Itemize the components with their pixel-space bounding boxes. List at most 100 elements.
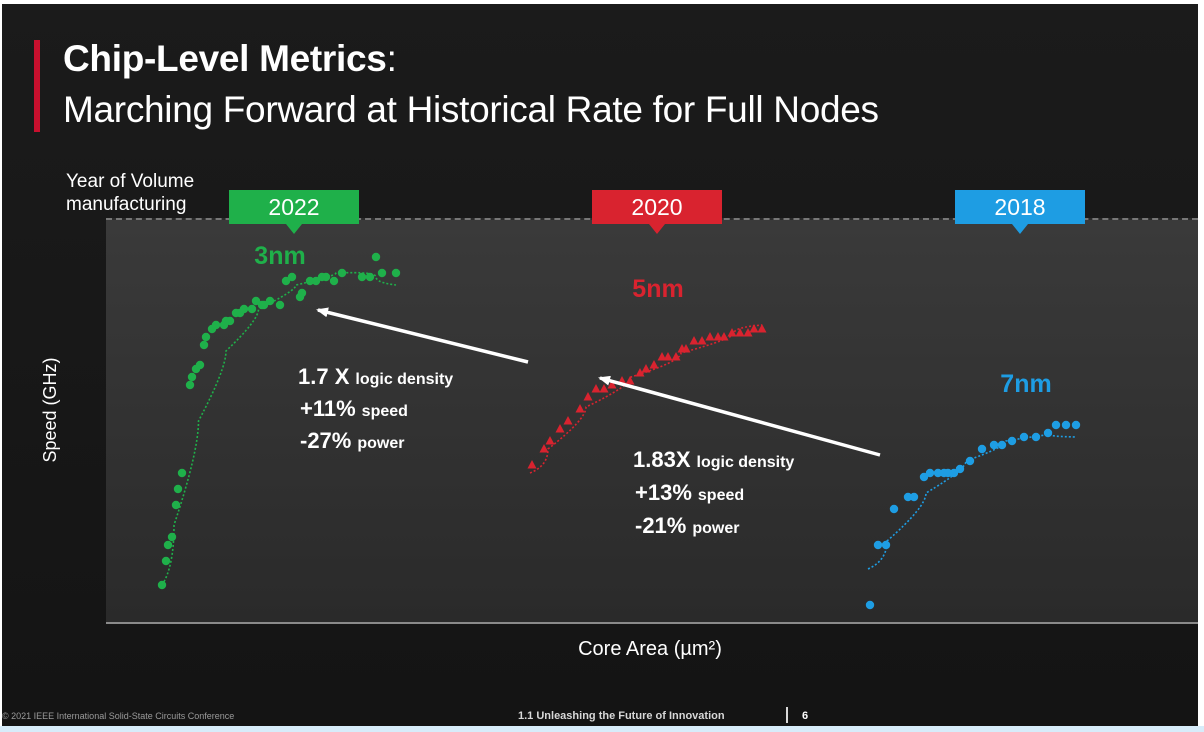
point-3nm xyxy=(371,252,381,262)
point-3nm xyxy=(311,276,321,286)
point-5nm xyxy=(689,336,699,345)
arrow-7nm-to-5nm xyxy=(598,375,881,457)
point-7nm xyxy=(865,600,875,610)
point-7nm xyxy=(1071,420,1081,430)
node-label-3nm: 3nm xyxy=(254,242,305,270)
node-label-5nm: 5nm xyxy=(632,275,683,303)
annotation-speed: +13% speed xyxy=(635,480,744,505)
point-7nm xyxy=(977,444,987,454)
year-tag-label-2020: 2020 xyxy=(631,194,682,220)
point-5nm xyxy=(555,424,565,433)
point-5nm xyxy=(735,328,745,337)
year-tag-label-2022: 2022 xyxy=(268,194,319,220)
point-7nm xyxy=(949,468,959,478)
point-7nm xyxy=(1019,432,1029,442)
footer-page-number: 6 xyxy=(802,710,809,722)
point-5nm xyxy=(713,332,723,341)
point-5nm xyxy=(743,328,753,337)
point-3nm xyxy=(199,340,209,350)
annotation-power: -21% power xyxy=(635,513,739,538)
point-7nm xyxy=(925,468,935,478)
title-suffix: : xyxy=(386,38,397,79)
year-tag-2020 xyxy=(592,190,722,234)
point-5nm xyxy=(663,352,673,361)
point-7nm xyxy=(965,456,975,466)
point-7nm xyxy=(997,440,1007,450)
title-bold: Chip-Level Metrics xyxy=(63,38,387,79)
point-5nm xyxy=(705,332,715,341)
point-3nm xyxy=(187,372,197,382)
point-5nm xyxy=(635,368,645,377)
point-5nm xyxy=(749,324,759,333)
point-5nm xyxy=(527,460,537,469)
point-3nm xyxy=(259,300,269,310)
point-3nm xyxy=(211,320,221,330)
annotation-7nm-to-5nm: 1.83X logic density +13% speed -21% power xyxy=(633,447,794,538)
bottom-border-strip xyxy=(0,726,1204,732)
annotation-power: -27% power xyxy=(300,428,404,453)
point-3nm xyxy=(281,276,291,286)
point-3nm xyxy=(195,360,205,370)
point-7nm xyxy=(989,440,999,450)
point-3nm xyxy=(305,276,315,286)
point-5nm xyxy=(539,444,549,453)
point-3nm xyxy=(251,296,261,306)
point-3nm xyxy=(265,296,275,306)
point-3nm xyxy=(329,276,339,286)
point-7nm xyxy=(1007,436,1017,446)
point-3nm xyxy=(167,532,177,542)
point-5nm xyxy=(607,380,617,389)
annotation-speed: +11% speed xyxy=(300,396,408,421)
point-3nm xyxy=(357,272,367,282)
point-3nm xyxy=(365,272,375,282)
point-7nm xyxy=(955,464,965,474)
x-axis-line xyxy=(106,622,1198,624)
point-5nm xyxy=(563,416,573,425)
year-tag-2018 xyxy=(955,190,1085,234)
point-7nm xyxy=(1043,428,1053,438)
title-accent-bar xyxy=(34,40,40,132)
point-7nm xyxy=(1031,432,1041,442)
point-5nm xyxy=(641,364,651,373)
point-3nm xyxy=(337,268,347,278)
year-tags: 2022 2020 2018 xyxy=(229,190,1085,234)
trend-line-5nm xyxy=(529,324,763,474)
point-3nm xyxy=(247,304,257,314)
point-3nm xyxy=(185,380,195,390)
trend-line-7nm xyxy=(867,433,1077,570)
point-5nm xyxy=(599,384,609,393)
point-3nm xyxy=(177,468,187,478)
point-5nm xyxy=(583,392,593,401)
point-5nm xyxy=(719,332,729,341)
node-label-7nm: 7nm xyxy=(1000,370,1051,398)
point-5nm xyxy=(545,436,555,445)
year-of-volume-label: Year of Volume manufacturing xyxy=(66,171,195,215)
slide-subtitle: Marching Forward at Historical Rate for … xyxy=(63,89,879,130)
year-tag-2022 xyxy=(229,190,359,234)
point-5nm xyxy=(649,360,659,369)
footer-separator xyxy=(786,707,788,723)
annotation-density: 1.83X logic density xyxy=(633,447,794,472)
point-7nm xyxy=(1061,420,1071,430)
point-5nm xyxy=(697,336,707,345)
point-7nm xyxy=(889,504,899,514)
point-5nm xyxy=(727,328,737,337)
point-5nm xyxy=(625,376,635,385)
point-7nm xyxy=(881,540,891,550)
arrow-5nm-to-3nm xyxy=(316,307,529,364)
data-points xyxy=(157,252,1081,610)
point-7nm xyxy=(919,472,929,482)
node-labels: 3nm 5nm 7nm xyxy=(254,242,1051,398)
x-axis-label: Core Area (µm²) xyxy=(578,638,722,660)
point-5nm xyxy=(657,352,667,361)
point-5nm xyxy=(575,404,585,413)
point-3nm xyxy=(239,304,249,314)
year-tag-label-2018: 2018 xyxy=(994,194,1045,220)
point-3nm xyxy=(377,268,387,278)
point-3nm xyxy=(171,500,181,510)
point-3nm xyxy=(391,268,401,278)
